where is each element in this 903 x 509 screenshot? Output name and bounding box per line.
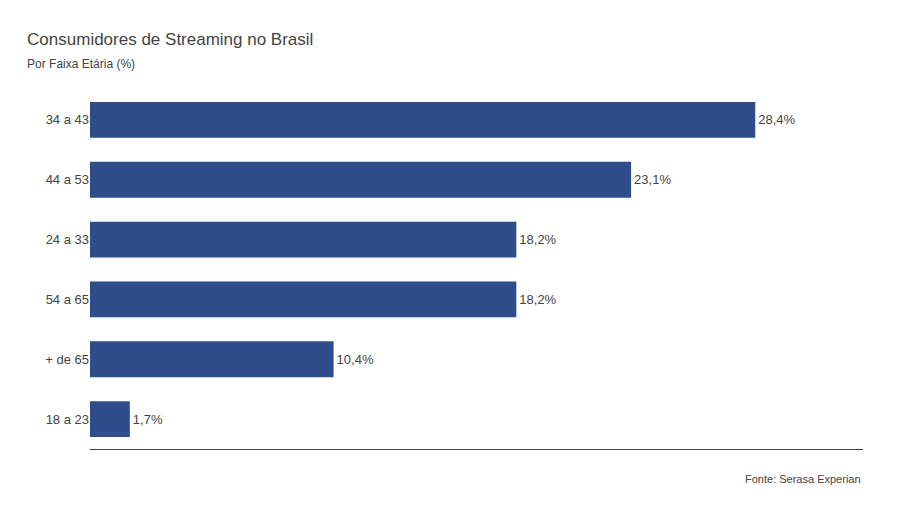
svg-text:Consumidores de Streaming no B: Consumidores de Streaming no Brasil <box>27 30 313 49</box>
svg-text:1,7%: 1,7% <box>133 412 163 427</box>
svg-text:10,4%: 10,4% <box>337 352 374 367</box>
svg-text:18 a 23: 18 a 23 <box>46 412 89 427</box>
svg-text:Fonte: Serasa Experian: Fonte: Serasa Experian <box>745 473 861 485</box>
svg-text:34 a 43: 34 a 43 <box>46 112 89 127</box>
svg-text:44 a 53: 44 a 53 <box>46 172 89 187</box>
svg-text:18,2%: 18,2% <box>519 292 556 307</box>
svg-text:28,4%: 28,4% <box>758 112 795 127</box>
svg-text:23,1%: 23,1% <box>634 172 671 187</box>
svg-text:+ de 65: + de 65 <box>45 352 89 367</box>
svg-text:54 a 65: 54 a 65 <box>46 292 89 307</box>
svg-text:24 a 33: 24 a 33 <box>46 232 89 247</box>
svg-text:18,2%: 18,2% <box>519 232 556 247</box>
svg-text:Por Faixa Etária (%): Por Faixa Etária (%) <box>27 57 135 71</box>
